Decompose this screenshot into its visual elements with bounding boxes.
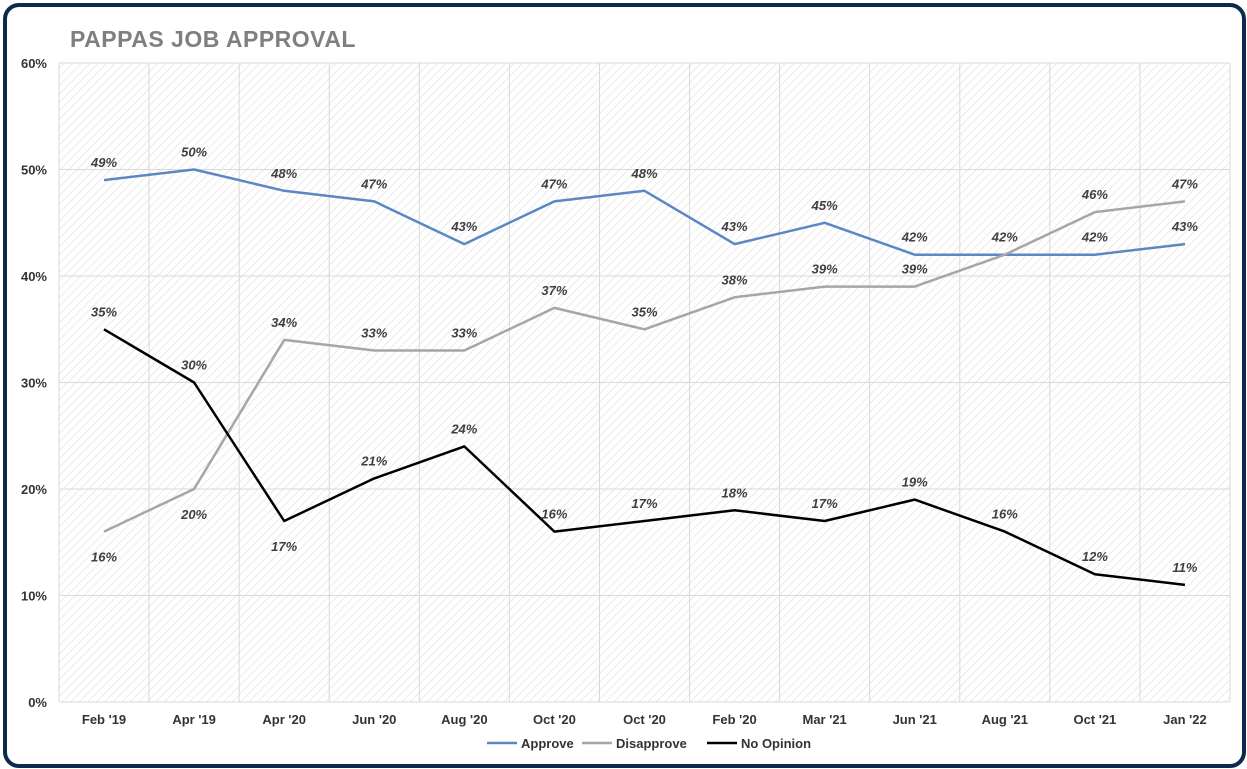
data-label: 47%: [540, 176, 567, 191]
data-label: 16%: [992, 507, 1018, 522]
data-label: 42%: [1081, 230, 1108, 245]
y-axis: 0% 10% 20% 30% 40% 50% 60%: [21, 56, 47, 710]
data-label: 17%: [271, 539, 297, 554]
x-tick-label: Aug '21: [982, 712, 1028, 727]
x-tick-label: Oct '20: [623, 712, 666, 727]
chart-title: PAPPAS JOB APPROVAL: [70, 26, 356, 52]
data-label: 50%: [181, 145, 207, 160]
data-label: 49%: [90, 155, 117, 170]
x-tick-label: Jun '21: [893, 712, 937, 727]
data-label: 43%: [450, 219, 477, 234]
x-tick-label: Feb '19: [82, 712, 126, 727]
data-label: 39%: [812, 262, 838, 277]
legend-label: Disapprove: [616, 736, 687, 751]
data-label: 48%: [270, 166, 297, 181]
x-tick-label: Aug '20: [441, 712, 487, 727]
data-label: 42%: [901, 230, 928, 245]
y-tick-label: 20%: [21, 482, 47, 497]
data-label: 30%: [181, 358, 207, 373]
data-label: 33%: [451, 326, 477, 341]
data-label: 19%: [902, 475, 928, 490]
data-label: 16%: [91, 550, 117, 565]
data-label: 21%: [360, 453, 387, 468]
data-label: 17%: [812, 496, 838, 511]
data-label: 37%: [541, 283, 567, 298]
data-label: 39%: [902, 262, 928, 277]
data-label: 38%: [722, 272, 748, 287]
x-tick-label: Mar '21: [803, 712, 847, 727]
y-tick-label: 40%: [21, 269, 47, 284]
x-tick-label: Apr '19: [172, 712, 216, 727]
legend-label: No Opinion: [741, 736, 811, 751]
data-label: 24%: [450, 421, 477, 436]
x-tick-label: Jun '20: [352, 712, 396, 727]
data-label: 35%: [91, 304, 117, 319]
series-line-no-opinion: [103, 328, 1186, 587]
data-label: 16%: [541, 507, 567, 522]
data-label: 48%: [630, 166, 657, 181]
x-tick-label: Oct '20: [533, 712, 576, 727]
data-label: 11%: [1172, 560, 1197, 575]
legend: Approve Disapprove No Opinion: [487, 736, 811, 751]
series-lines: [103, 168, 1186, 587]
y-tick-label: 50%: [21, 163, 47, 178]
data-label: 33%: [361, 326, 387, 341]
data-label: 18%: [722, 485, 748, 500]
data-label: 43%: [1171, 219, 1198, 234]
y-tick-label: 60%: [21, 56, 47, 71]
data-label: 47%: [1171, 176, 1198, 191]
data-label: 45%: [811, 198, 838, 213]
x-tick-label: Jan '22: [1163, 712, 1207, 727]
gridlines: [58, 62, 1231, 703]
legend-label: Approve: [521, 736, 574, 751]
data-label: 42%: [991, 230, 1018, 245]
series-line-disapprove: [103, 200, 1186, 533]
data-label: 46%: [1081, 187, 1108, 202]
data-label: 43%: [721, 219, 748, 234]
data-label: 17%: [631, 496, 657, 511]
data-label: 12%: [1082, 549, 1108, 564]
x-axis: Feb '19 Apr '19 Apr '20 Jun '20 Aug '20 Oct '…: [82, 712, 1207, 727]
x-tick-label: Feb '20: [712, 712, 756, 727]
y-tick-label: 30%: [21, 376, 47, 391]
y-tick-label: 0%: [28, 695, 47, 710]
data-label: 47%: [360, 176, 387, 191]
y-tick-label: 10%: [21, 589, 47, 604]
data-labels: 49% 50% 48% 47% 43% 47% 48% 43% 45% 42% 42% 43% 16% 2…: [90, 145, 1198, 575]
data-label: 34%: [271, 315, 297, 330]
data-label: 35%: [631, 304, 657, 319]
data-label: 20%: [180, 507, 207, 522]
x-tick-label: Apr '20: [262, 712, 306, 727]
x-tick-label: Oct '21: [1073, 712, 1116, 727]
